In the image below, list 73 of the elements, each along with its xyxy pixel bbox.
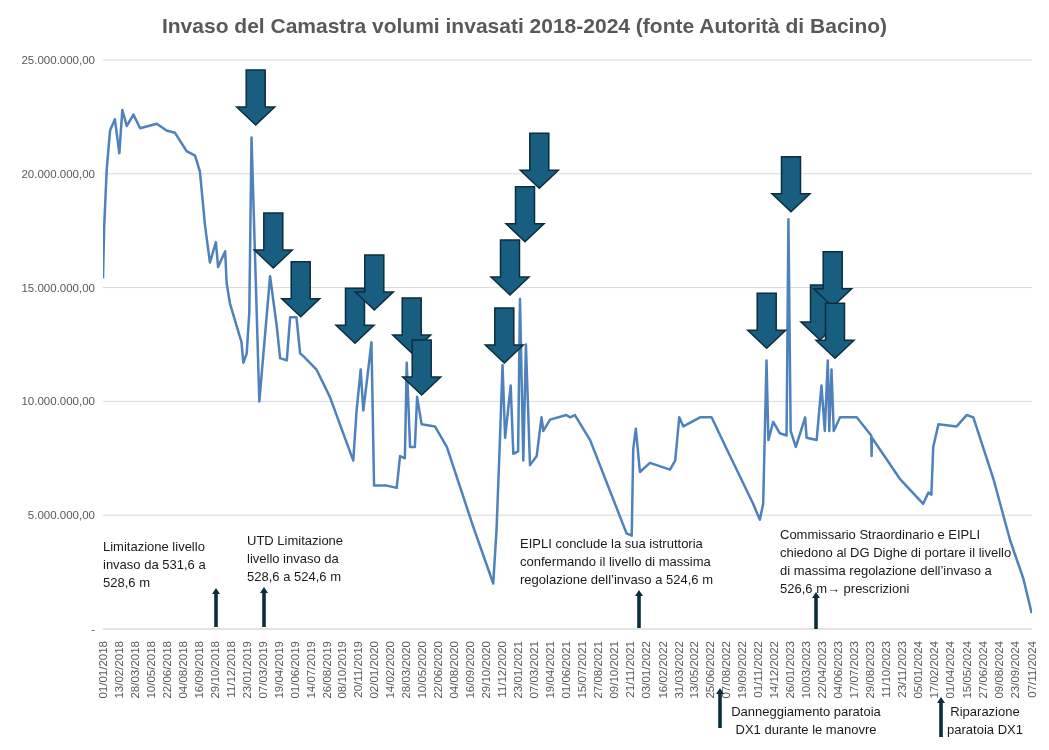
x-tick-label: 10/05/2020 [416,641,429,699]
text: Riparazione paratoia DX1 [946,703,1024,739]
x-tick-label: 21/11/2021 [624,641,637,698]
x-tick-label: 10/05/2018 [144,641,157,699]
x-tick-label: 09/08/2024 [992,640,1005,699]
x-tick-label: 17/07/2023 [848,641,861,699]
x-tick-label: 07/03/2021 [528,641,541,699]
x-tick-label: 26/08/2019 [320,641,333,699]
x-tick-label: 13/02/2018 [112,641,125,699]
y-tick-label: 10.000.000,00 [21,395,95,408]
x-tick-label: 25/06/2022 [704,641,717,699]
x-tick-label: 09/10/2021 [608,641,621,699]
x-tick-label: 22/06/2018 [160,641,173,699]
x-tick-label: 01/06/2021 [560,641,573,699]
x-tick-label: 11/12/2018 [224,641,237,698]
x-tick-label: 31/03/2022 [672,641,685,699]
x-tick-label: 23/01/2021 [512,641,525,699]
x-tick-label: 15/07/2021 [576,641,589,699]
x-tick-label: 23/01/2019 [240,641,253,699]
x-tick-label: 23/11/2023 [896,641,909,698]
y-tick-label: 25.000.000,00 [21,54,95,67]
x-tick-label: 13/05/2022 [688,641,701,699]
x-tick-label: 03/01/2022 [640,641,653,699]
x-tick-label: 17/02/2024 [927,640,940,699]
x-tick-label: 01/11/2022 [752,641,765,698]
y-tick-label: 20.000.000,00 [21,167,95,180]
x-tick-label: 01/04/2024 [944,640,957,699]
x-tick-label: 23/09/2024 [1009,640,1022,699]
x-tick-label: 11/12/2020 [496,641,509,698]
x-tick-label: 22/06/2020 [432,641,445,699]
x-tick-label: 14/12/2022 [768,641,781,699]
x-tick-label: 14/02/2020 [384,641,397,699]
x-tick-label: 07/11/2024 [1026,640,1038,698]
x-tick-label: 28/03/2020 [400,641,413,699]
text: Danneggiamento paratoia DX1 durante le manovre [730,703,882,739]
x-tick-label: 14/07/2019 [304,641,317,699]
x-tick-label: 27/06/2024 [976,640,989,699]
x-tick-label: 08/10/2019 [336,641,349,699]
y-tick-label: - [91,623,96,636]
x-tick-label: 04/08/2020 [448,641,461,699]
x-tick-label: 01/06/2019 [288,641,301,699]
x-tick-label: 07/03/2019 [256,641,269,699]
chart-title: Invaso del Camastra volumi invasati 2018-2024 (fonte Autorità di Bacino) [160,14,889,38]
x-tick-label: 04/08/2018 [176,641,189,699]
x-tick-label: 20/11/2019 [352,641,365,698]
x-tick-label: 01/01/2018 [97,641,109,699]
y-tick-label: 5.000.000,00 [27,509,95,522]
x-tick-label: 19/04/2021 [544,641,557,699]
x-tick-label: 16/09/2020 [464,641,477,699]
annotation: Limitazione livello invaso da 531,6 a 528,6 m [103,538,207,592]
x-tick-label: 16/02/2022 [656,641,669,699]
x-tick-label: 19/09/2022 [736,641,749,699]
x-tick-label: 22/04/2023 [816,641,829,699]
x-tick-label: 19/04/2019 [272,641,285,699]
x-tick-label: 02/01/2020 [368,641,381,699]
x-tick-label: 28/03/2018 [128,641,141,699]
annotation: EIPLI conclude la sua istruttoria confermando il livello di massima regolazione dell’invaso a 524,6 m [520,535,714,589]
x-tick-label: 29/08/2023 [864,641,877,699]
y-tick-label: 15.000.000,00 [21,281,95,294]
x-tick-label: 05/01/2024 [912,640,925,699]
x-tick-label: 07/08/2022 [720,641,733,699]
x-tick-label: 04/06/2023 [832,641,845,699]
x-tick-label: 16/09/2018 [192,641,205,699]
x-tick-label: 10/03/2023 [800,641,813,699]
x-tick-label: 26/01/2023 [784,641,797,699]
x-tick-label: 15/05/2024 [960,640,973,699]
annotation: Commissario Straordinario e EIPLI chiedono al DG Dighe di portare il livello di massima regolazione dell’invaso a 526,6 m→ prescrizioni [780,526,1012,598]
line-series [103,108,1032,615]
x-tick-label: 11/10/2023 [880,641,893,698]
x-tick-label: 29/10/2018 [208,641,221,699]
annotation: UTD Limitazione livello invaso da 528,6 a 524,6 m [247,532,345,586]
x-tick-label: 27/08/2021 [592,641,605,699]
x-tick-label: 29/10/2020 [480,641,493,699]
